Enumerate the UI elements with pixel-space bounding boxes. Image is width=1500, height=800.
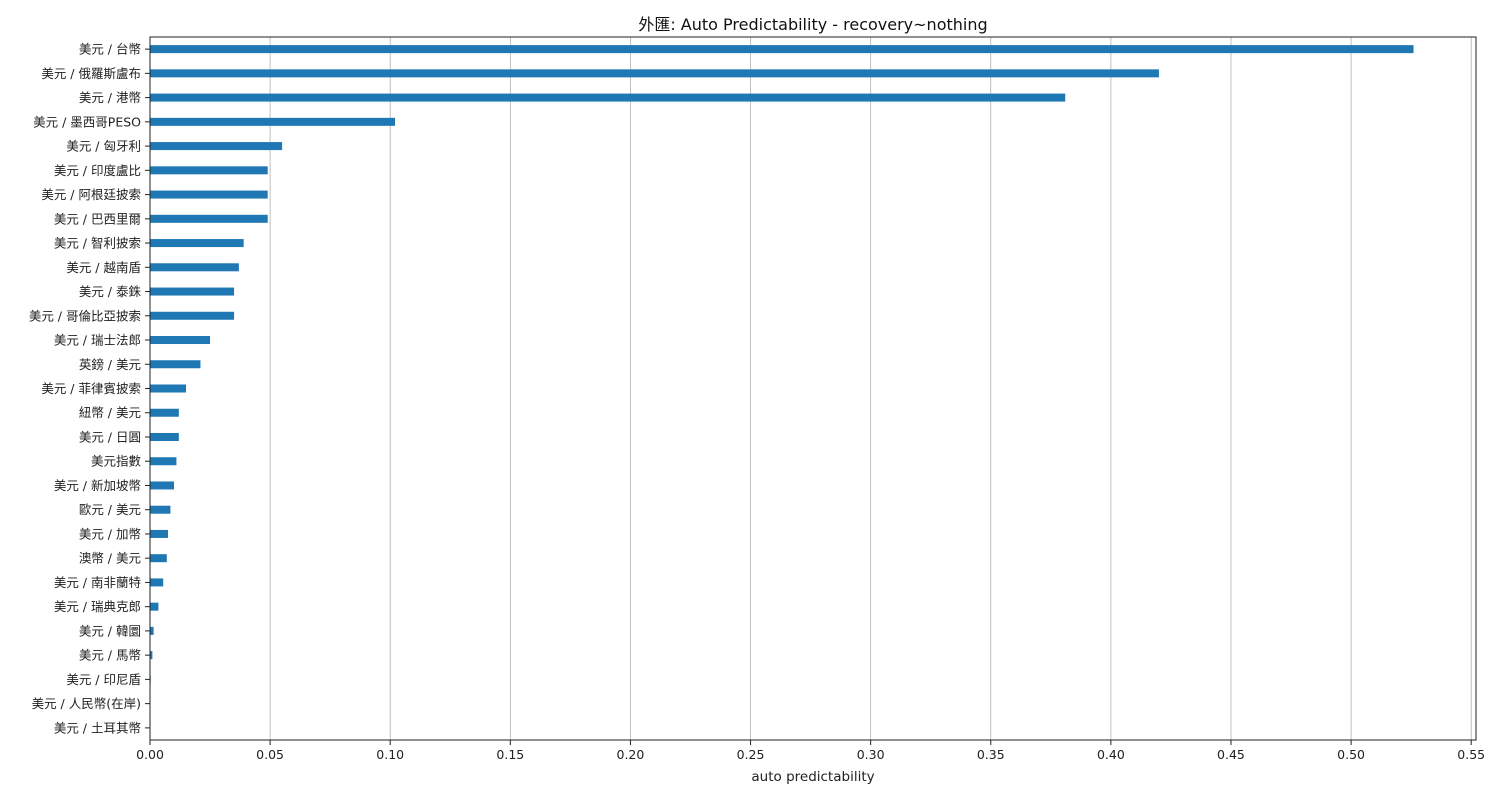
y-tick-label-19: 歐元 / 美元: [79, 502, 141, 517]
x-tick-label-8: 0.40: [1097, 747, 1125, 762]
bar-0: [150, 45, 1414, 54]
y-tick-label-9: 美元 / 越南盾: [66, 260, 141, 275]
x-tick-label-3: 0.15: [496, 747, 524, 762]
y-tick-label-13: 英鎊 / 美元: [79, 357, 141, 372]
x-tick-label-5: 0.25: [737, 747, 765, 762]
chart-title: 外匯: Auto Predictability - recovery~nothi…: [638, 15, 988, 34]
y-tick-label-5: 美元 / 印度盧比: [54, 163, 141, 178]
grid-lines: [149, 37, 1472, 740]
bar-24: [150, 626, 154, 635]
y-tick-label-10: 美元 / 泰銖: [79, 284, 142, 299]
bar-15: [150, 408, 179, 417]
y-tick-label-12: 美元 / 瑞士法郎: [54, 333, 141, 348]
bar-10: [150, 287, 235, 296]
y-tick-label-16: 美元 / 日圓: [79, 429, 141, 444]
bar-1: [150, 69, 1159, 78]
bar-14: [150, 384, 187, 393]
x-tick-label-0: 0.00: [136, 747, 164, 762]
x-tick-label-4: 0.20: [617, 747, 645, 762]
bar-22: [150, 578, 164, 587]
plot-frame-rect: [149, 36, 1477, 741]
bar-17: [150, 457, 177, 466]
y-tick-label-24: 美元 / 韓圜: [79, 623, 141, 638]
y-tick-label-14: 美元 / 菲律賓披索: [41, 381, 141, 396]
bar-2: [150, 93, 1066, 102]
bar-21: [150, 554, 167, 563]
y-tick-label-17: 美元指數: [91, 454, 142, 469]
bar-11: [150, 311, 235, 320]
bar-13: [150, 360, 201, 369]
bars: [150, 45, 1414, 732]
y-tick-label-26: 美元 / 印尼盾: [66, 672, 141, 687]
y-tick-label-6: 美元 / 阿根廷披索: [41, 187, 141, 202]
y-tick-label-7: 美元 / 巴西里爾: [54, 211, 142, 226]
x-tick-label-6: 0.30: [857, 747, 885, 762]
y-tick-label-1: 美元 / 俄羅斯盧布: [41, 66, 141, 81]
y-tick-label-21: 澳幣 / 美元: [79, 551, 141, 566]
y-tick-label-20: 美元 / 加幣: [79, 526, 141, 541]
bar-8: [150, 239, 244, 248]
x-ticks: 0.00 0.05 0.10 0.15 0.20 0.25 0.30 0.35 0.40 0.45…: [136, 740, 1485, 762]
bar-3: [150, 117, 396, 126]
y-tick-label-25: 美元 / 馬幣: [79, 648, 141, 663]
x-tick-label-2: 0.10: [376, 747, 404, 762]
bar-19: [150, 505, 171, 514]
x-axis-label: auto predictability: [751, 769, 874, 785]
y-tick-label-0: 美元 / 台幣: [79, 42, 141, 57]
bar-25: [150, 651, 153, 660]
bar-18: [150, 481, 175, 490]
y-tick-label-3: 美元 / 墨西哥PESO: [33, 114, 141, 129]
y-tick-label-15: 紐幣 / 美元: [79, 405, 141, 420]
bar-9: [150, 263, 239, 272]
y-tick-label-28: 美元 / 土耳其幣: [54, 720, 141, 735]
y-tick-label-4: 美元 / 匈牙利: [66, 139, 141, 154]
bar-12: [150, 336, 211, 345]
bar-23: [150, 602, 159, 611]
bar-7: [150, 214, 268, 223]
y-tick-label-2: 美元 / 港幣: [79, 90, 141, 105]
x-tick-label-1: 0.05: [256, 747, 284, 762]
bar-20: [150, 529, 169, 538]
x-tick-label-10: 0.50: [1337, 747, 1365, 762]
bar-5: [150, 166, 268, 175]
y-tick-label-8: 美元 / 智利披索: [54, 236, 141, 251]
x-tick-label-9: 0.45: [1217, 747, 1245, 762]
y-tick-label-18: 美元 / 新加坡幣: [54, 478, 141, 493]
x-tick-label-11: 0.55: [1457, 747, 1485, 762]
bar-4: [150, 142, 283, 151]
x-tick-label-7: 0.35: [977, 747, 1005, 762]
y-tick-label-27: 美元 / 人民幣(在岸): [32, 696, 141, 711]
y-tick-label-22: 美元 / 南非蘭特: [54, 575, 141, 590]
y-tick-label-11: 美元 / 哥倫比亞披索: [29, 308, 141, 323]
y-tick-label-23: 美元 / 瑞典克郎: [54, 599, 141, 614]
bar-16: [150, 432, 179, 441]
bar-6: [150, 190, 268, 199]
plot-frame: [149, 36, 1477, 741]
